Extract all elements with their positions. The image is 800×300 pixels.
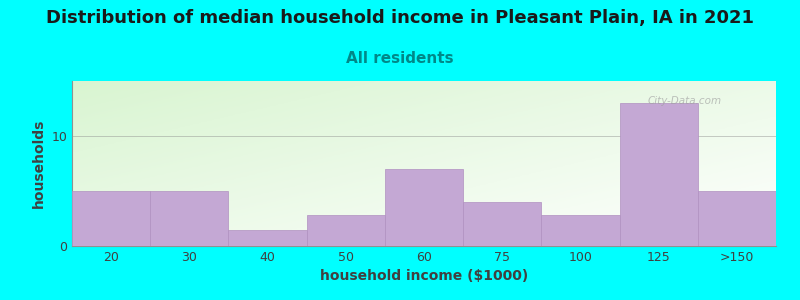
Bar [306,215,385,246]
Bar [698,191,776,246]
Bar [542,215,619,246]
Bar [72,191,150,246]
Text: All residents: All residents [346,51,454,66]
Bar [463,202,542,246]
Text: City-Data.com: City-Data.com [647,96,722,106]
Bar [619,103,698,246]
X-axis label: household income ($1000): household income ($1000) [320,269,528,284]
Y-axis label: households: households [32,119,46,208]
Bar [385,169,463,246]
Bar [150,191,229,246]
Bar [229,230,306,246]
Text: Distribution of median household income in Pleasant Plain, IA in 2021: Distribution of median household income … [46,9,754,27]
